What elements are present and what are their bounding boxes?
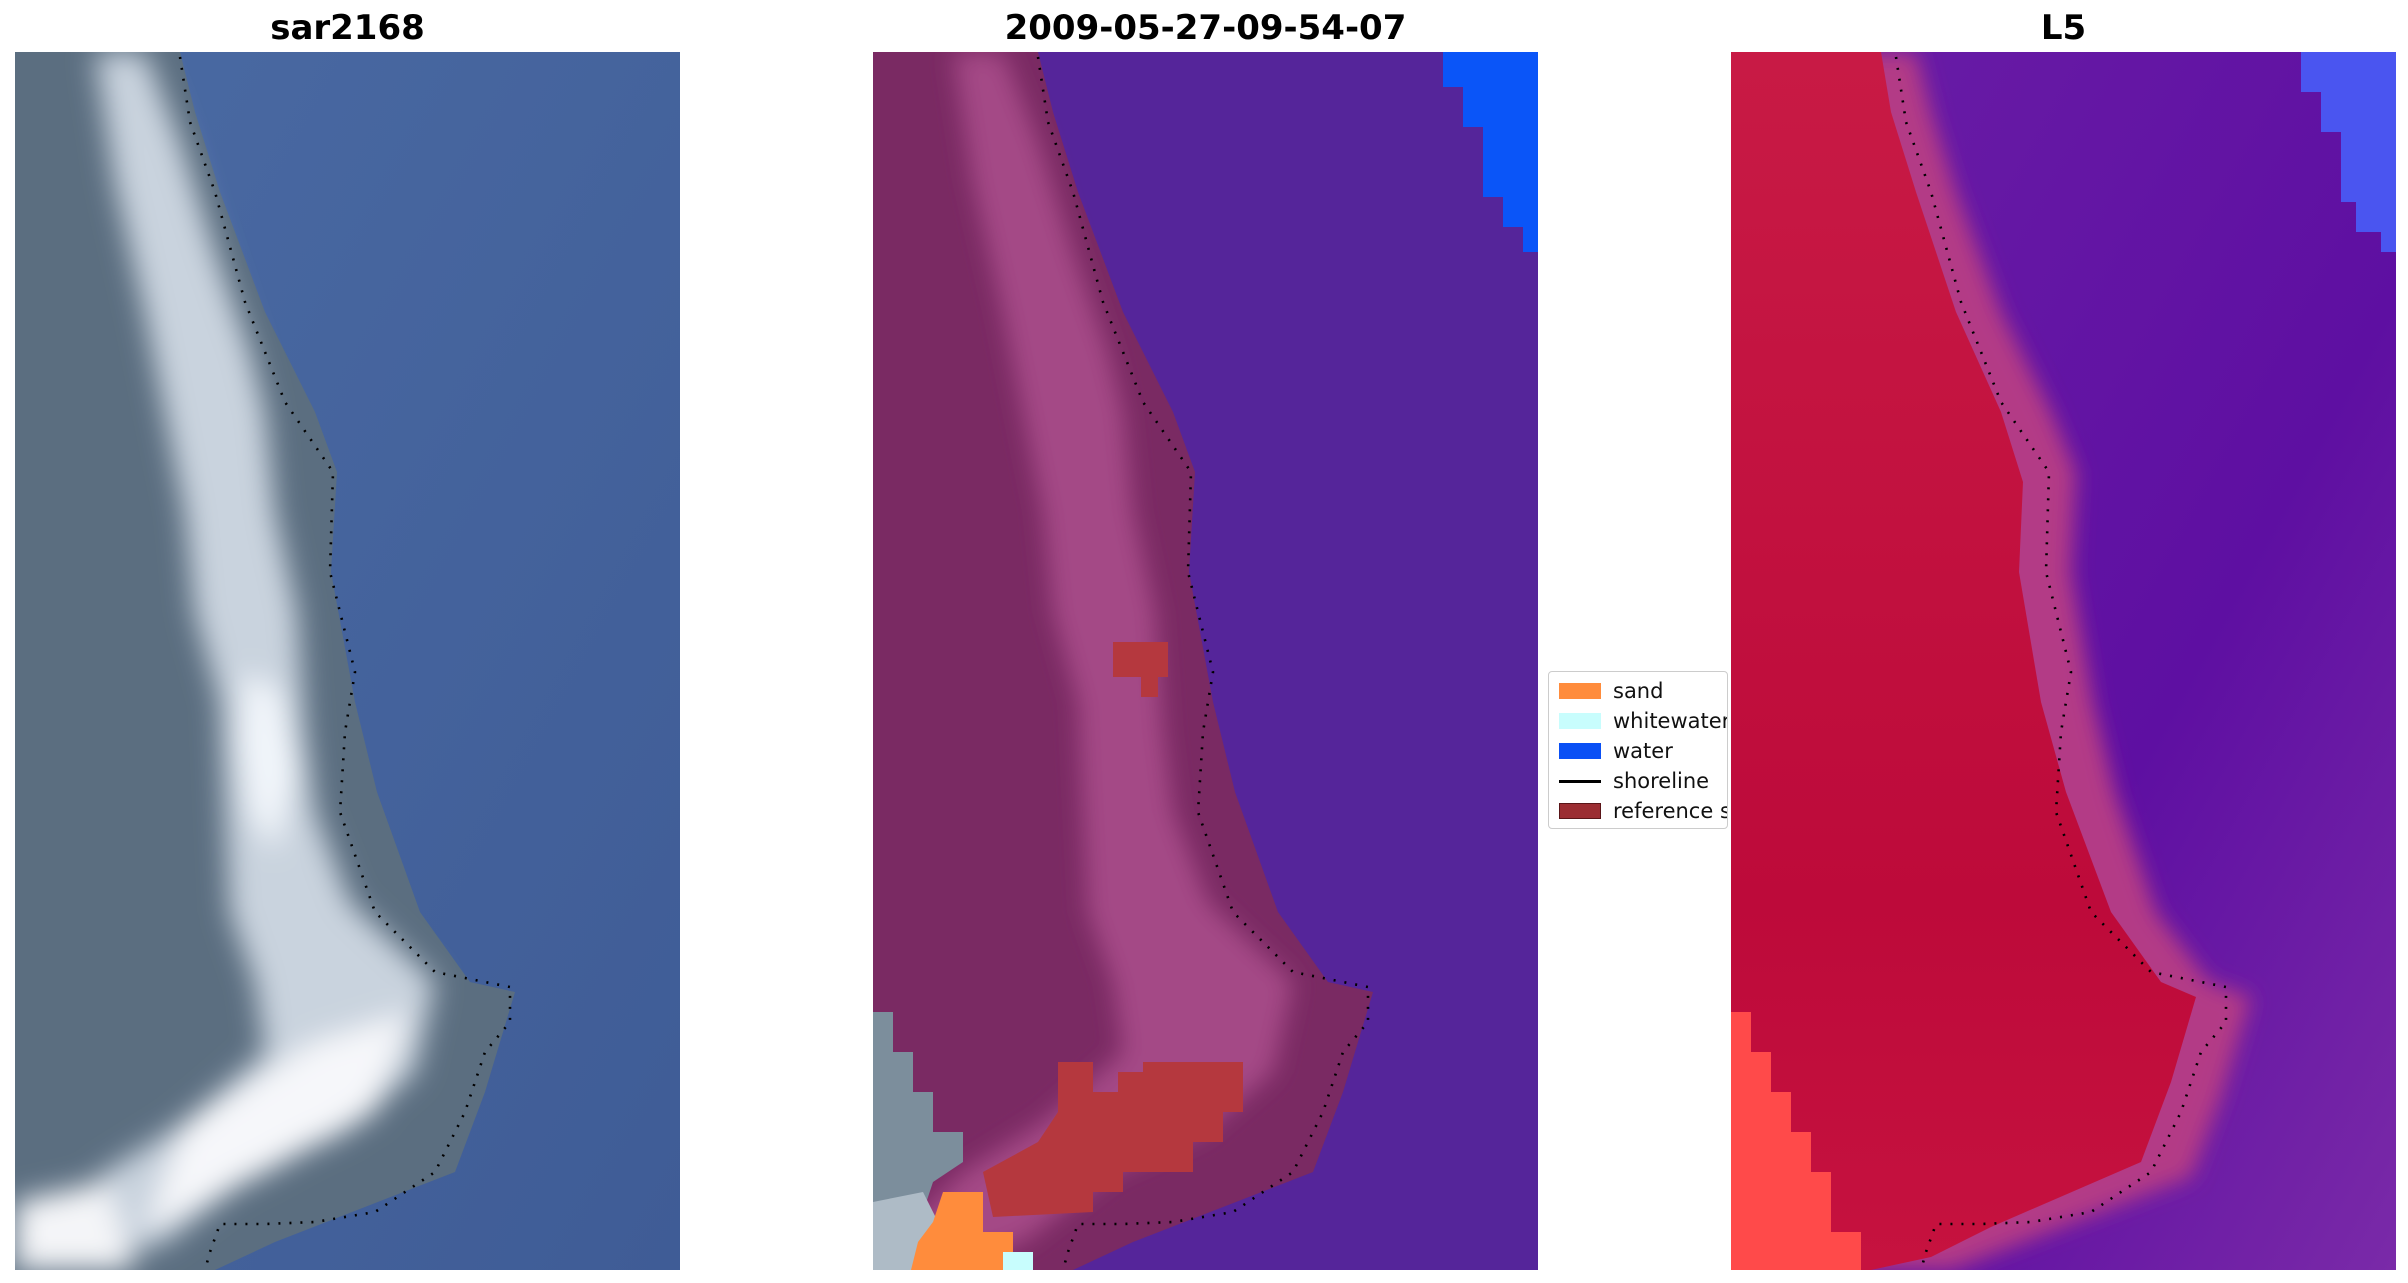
blue-water-top <box>1443 52 1538 252</box>
red-bottom-left <box>1731 1012 1861 1270</box>
land-probability <box>1731 52 2196 1270</box>
legend-item-sand: sand <box>1549 676 1727 706</box>
legend-item-shoreline: shoreline <box>1549 766 1727 796</box>
whitewater-patch <box>1003 1252 1033 1270</box>
legend-line-shoreline <box>1559 780 1601 783</box>
legend: sand whitewater water shoreline referenc… <box>1548 671 1728 829</box>
reference-patch-bottom <box>983 1062 1243 1217</box>
reference-patch-center <box>1113 642 1168 697</box>
legend-item-whitewater: whitewater <box>1549 706 1727 736</box>
legend-label: sand <box>1613 679 1664 703</box>
rgb-image-panel <box>15 52 680 1270</box>
classification-panel <box>873 52 1538 1270</box>
blue-corner <box>2301 52 2396 252</box>
legend-label: reference s <box>1613 799 1728 823</box>
legend-swatch-sand <box>1559 683 1601 699</box>
probability-image <box>1731 52 2396 1270</box>
classification-image <box>873 52 1538 1270</box>
sand-patch <box>911 1192 1013 1270</box>
rgb-image <box>15 52 680 1270</box>
panel-title-classification: 2009-05-27-09-54-07 <box>1004 8 1407 48</box>
surf-zone <box>15 52 435 1270</box>
probability-panel <box>1731 52 2396 1270</box>
legend-label: whitewater <box>1613 709 1728 733</box>
legend-swatch-reference <box>1559 803 1601 819</box>
legend-swatch-whitewater <box>1559 713 1601 729</box>
panel-title-probability: L5 <box>2040 8 2087 48</box>
legend-label: shoreline <box>1613 769 1710 793</box>
legend-item-reference: reference s <box>1549 796 1727 826</box>
panel-title-rgb: sar2168 <box>270 8 425 48</box>
legend-item-water: water <box>1549 736 1727 766</box>
legend-label: water <box>1613 739 1673 763</box>
legend-swatch-water <box>1559 743 1601 759</box>
